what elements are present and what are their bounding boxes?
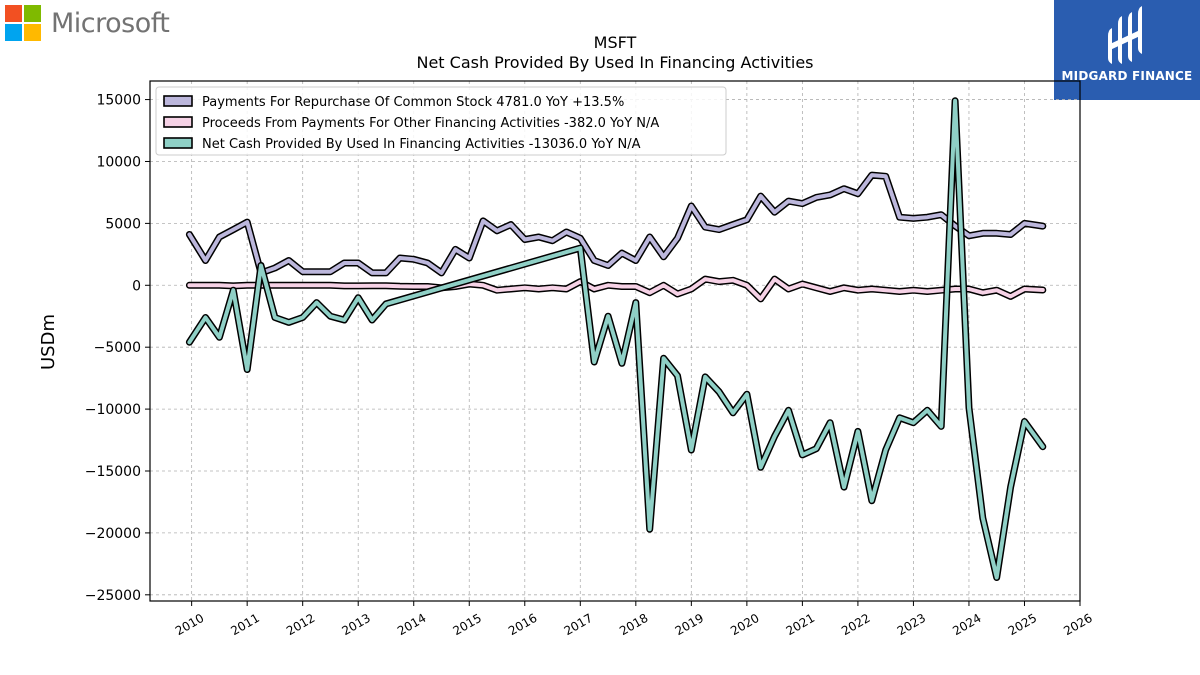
microsoft-wordmark: Microsoft	[51, 7, 170, 39]
series-lines	[185, 97, 1047, 581]
legend-label-0: Payments For Repurchase Of Common Stock …	[202, 95, 624, 110]
y-tick-label: −25000	[85, 588, 141, 604]
logo-square-yellow	[24, 24, 41, 41]
microsoft-logo-icon	[5, 5, 41, 41]
series-line-1	[187, 277, 1045, 301]
y-tick-label: 0	[132, 278, 141, 294]
x-tick-label: 2018	[617, 611, 650, 638]
x-tick-label: 2022	[839, 611, 872, 638]
series-line-2	[187, 98, 1045, 580]
legend-swatch-0	[163, 95, 193, 107]
x-tick-label: 2020	[728, 611, 761, 638]
chart-title: MSFT	[594, 33, 637, 52]
x-tick-label: 2010	[173, 611, 206, 638]
legend-swatch-1	[163, 116, 193, 128]
x-tick-label: 2012	[284, 611, 317, 638]
y-tick-label: 5000	[105, 216, 141, 232]
midgard-finance-wordmark: MIDGARD FINANCE	[1061, 69, 1193, 83]
legend-swatch-2	[163, 137, 193, 149]
y-tick-label: −20000	[85, 526, 141, 542]
y-tick-label: 15000	[96, 93, 141, 109]
logo-square-blue	[5, 24, 22, 41]
midgard-finance-logo: MIDGARD FINANCE	[1054, 0, 1200, 100]
x-tick-label: 2014	[395, 611, 428, 638]
legend-label-1: Proceeds From Payments For Other Financi…	[202, 116, 659, 131]
legend-box	[155, 86, 727, 156]
x-tick-label: 2013	[339, 611, 372, 638]
logo-square-green	[24, 5, 41, 22]
microsoft-logo: Microsoft	[5, 5, 170, 41]
x-tick-label: 2015	[451, 611, 484, 638]
x-tick-label: 2024	[950, 611, 983, 638]
x-tick-label: 2021	[784, 611, 817, 638]
midgard-finance-emblem-icon	[1108, 6, 1142, 64]
y-tick-label: −5000	[94, 340, 141, 356]
y-axis-label: USDm	[38, 314, 59, 370]
series-line-0	[187, 173, 1045, 275]
x-tick-label: 2016	[506, 611, 539, 638]
x-tick-label: 2025	[1006, 611, 1039, 638]
chart-subtitle: Net Cash Provided By Used In Financing A…	[416, 53, 813, 72]
logo-square-red	[5, 5, 22, 22]
legend: Payments For Repurchase Of Common Stock …	[155, 86, 727, 156]
x-tick-label: 2011	[228, 611, 261, 638]
y-tick-label: −10000	[85, 402, 141, 418]
y-tick-label: 10000	[96, 154, 141, 170]
x-tick-label: 2026	[1061, 611, 1094, 638]
x-tick-label: 2019	[673, 611, 706, 638]
y-tick-label: −15000	[85, 464, 141, 480]
legend-label-2: Net Cash Provided By Used In Financing A…	[202, 137, 641, 152]
x-tick-label: 2017	[562, 611, 595, 638]
plot-frame	[149, 80, 1081, 602]
x-tick-label: 2023	[895, 611, 928, 638]
